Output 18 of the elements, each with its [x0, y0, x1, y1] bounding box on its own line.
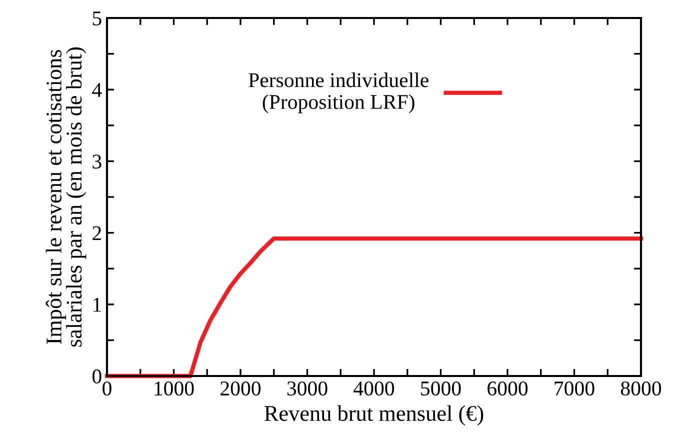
x-tick-label: 1000: [154, 381, 194, 396]
x-tick-label: 2000: [220, 381, 261, 396]
y-tick-label: 3: [92, 154, 102, 169]
y-tick-label: 2: [92, 226, 101, 240]
x-tick-label: 5000: [421, 381, 461, 396]
y-axis-title: Impôt sur le revenu et cotisations salariales par an (en mois de brut): [46, 47, 86, 347]
x-tick-label: 6000: [488, 381, 528, 396]
x-tick-label: 4000: [354, 381, 394, 396]
x-tick-label: 7000: [554, 381, 594, 396]
y-tick-label: 0: [92, 369, 102, 384]
x-axis-title: Revenu brut mensuel (€): [264, 405, 484, 426]
x-tick-label: 8000: [620, 381, 662, 396]
y-tick-label: 4: [92, 83, 102, 97]
y-tick-label: 1: [94, 298, 101, 312]
y-tick-label: 5: [92, 12, 102, 26]
legend-label: Personne individuelle (Proposition LRF): [248, 72, 428, 114]
x-tick-label: 0: [102, 381, 112, 396]
x-tick-label: 3000: [287, 381, 328, 396]
